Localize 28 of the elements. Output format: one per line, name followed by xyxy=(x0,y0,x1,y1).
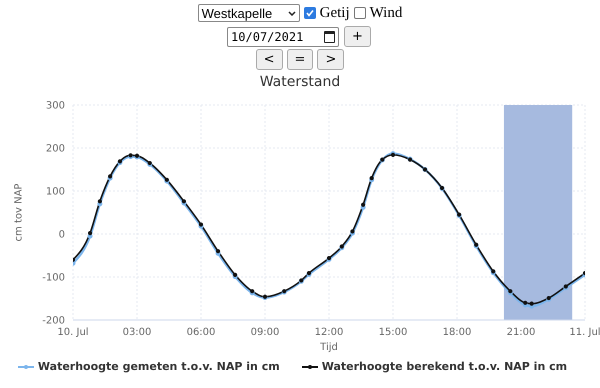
x-tick-label: 18:00 xyxy=(442,327,472,338)
x-tick-label: 11. Jul xyxy=(569,327,600,338)
x-tick-label: 15:00 xyxy=(378,327,408,338)
y-axis-title: cm tov NAP xyxy=(14,184,25,242)
x-tick-label: 09:00 xyxy=(250,327,280,338)
text: = xyxy=(286,49,314,70)
x-tick-label: 06:00 xyxy=(186,327,216,338)
legend-label: Waterhoogte berekend t.o.v. NAP in cm xyxy=(322,360,568,373)
y-tick-label: 100 xyxy=(46,186,65,198)
text: > xyxy=(317,49,344,70)
text: + xyxy=(344,26,371,47)
x-axis-title: Tijd xyxy=(319,342,338,353)
chart-title: Waterstand xyxy=(258,74,342,90)
text: Getij xyxy=(320,4,350,22)
y-tick-label: 300 xyxy=(46,100,65,112)
dropdown-field: Westkapelle xyxy=(198,4,300,22)
legend-label: Waterhoogte gemeten t.o.v. NAP in cm xyxy=(38,360,280,373)
x-tick-label: 21:00 xyxy=(506,327,536,338)
text: < xyxy=(256,49,283,70)
y-tick-label: 0 xyxy=(58,230,65,241)
x-tick-label: 12:00 xyxy=(314,327,344,338)
y-tick-label: -100 xyxy=(42,272,65,284)
y-tick-label: 200 xyxy=(46,144,65,155)
y-tick-label: -200 xyxy=(42,316,65,327)
text: Wind xyxy=(370,4,402,22)
date-field: 10/07/2021 xyxy=(227,26,340,46)
x-tick-label: 03:00 xyxy=(122,327,152,338)
x-tick-label: 10. Jul xyxy=(57,327,89,338)
